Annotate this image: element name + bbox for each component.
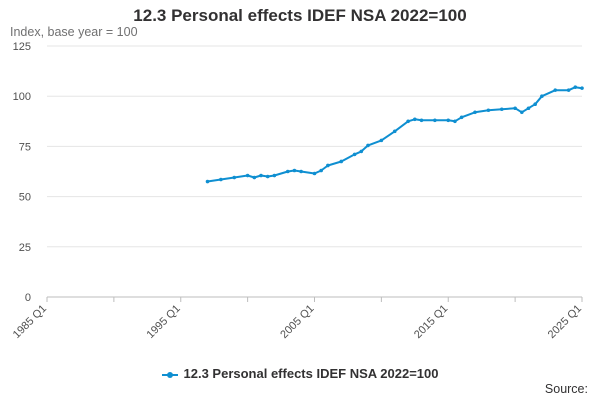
series-line bbox=[207, 86, 583, 183]
data-point bbox=[379, 138, 384, 143]
y-axis-unit-label: Index, base year = 100 bbox=[10, 25, 138, 39]
data-point bbox=[339, 159, 344, 164]
data-point bbox=[319, 168, 323, 173]
x-tick-label: 1995 Q1 bbox=[145, 303, 183, 341]
data-point bbox=[326, 163, 330, 168]
data-point bbox=[473, 110, 477, 115]
data-point bbox=[553, 88, 558, 92]
data-point bbox=[533, 102, 537, 107]
data-point bbox=[513, 106, 517, 111]
data-point bbox=[566, 88, 571, 92]
data-point bbox=[359, 149, 364, 154]
chart-title: 12.3 Personal effects IDEF NSA 2022=100 bbox=[133, 6, 467, 25]
data-point bbox=[312, 171, 317, 176]
y-tick-label: 0 bbox=[25, 292, 31, 304]
y-tick-label: 50 bbox=[19, 192, 31, 204]
data-point bbox=[299, 169, 303, 174]
x-tick-label: 1985 Q1 bbox=[11, 303, 49, 341]
data-point bbox=[292, 168, 297, 173]
data-point bbox=[520, 110, 524, 115]
data-point bbox=[406, 119, 410, 124]
data-point bbox=[433, 118, 437, 123]
y-tick-label: 125 bbox=[13, 41, 31, 53]
x-tick-label: 2005 Q1 bbox=[278, 303, 316, 341]
data-point bbox=[272, 173, 277, 178]
data-point bbox=[459, 115, 464, 120]
data-point bbox=[205, 179, 210, 184]
data-point bbox=[580, 86, 584, 90]
data-point bbox=[413, 117, 417, 122]
data-point bbox=[499, 107, 504, 112]
legend-swatch bbox=[161, 371, 178, 379]
legend-label: 12.3 Personal effects IDEF NSA 2022=100 bbox=[183, 366, 439, 381]
data-point bbox=[540, 94, 544, 98]
data-point bbox=[573, 85, 578, 89]
data-point bbox=[232, 175, 237, 180]
data-point bbox=[265, 174, 270, 179]
data-point bbox=[486, 108, 491, 113]
data-point bbox=[245, 173, 250, 178]
y-tick-label: 25 bbox=[19, 242, 31, 254]
data-point bbox=[392, 129, 397, 134]
data-point bbox=[366, 143, 370, 148]
source-label: Source: bbox=[544, 382, 588, 396]
data-point bbox=[259, 173, 263, 178]
x-tick-label: 2015 Q1 bbox=[412, 303, 450, 341]
x-tick-label: 2025 Q1 bbox=[546, 303, 584, 341]
data-point bbox=[352, 152, 357, 157]
data-point bbox=[252, 175, 257, 180]
data-point bbox=[526, 106, 531, 111]
legend[interactable]: 12.3 Personal effects IDEF NSA 2022=100 bbox=[0, 366, 600, 381]
data-point bbox=[419, 118, 424, 123]
data-point bbox=[285, 169, 290, 174]
y-tick-label: 75 bbox=[19, 141, 31, 153]
data-point bbox=[219, 177, 223, 182]
y-tick-label: 100 bbox=[13, 91, 31, 103]
data-point bbox=[446, 118, 451, 123]
data-point bbox=[453, 119, 457, 124]
